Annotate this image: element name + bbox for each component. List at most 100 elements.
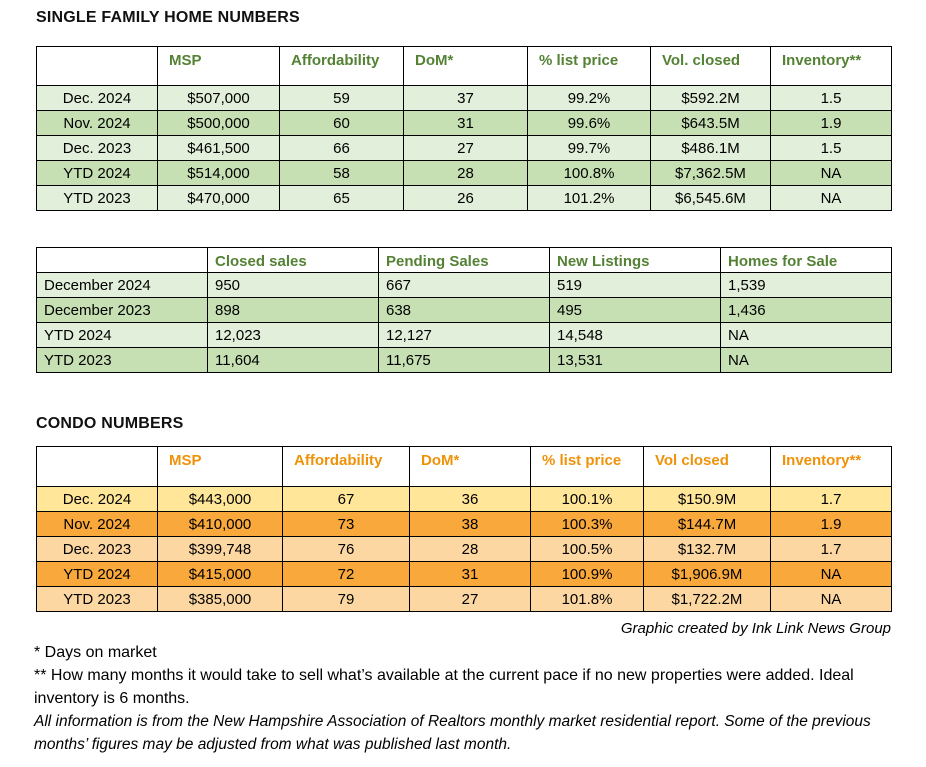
column-header: % list price [530,446,644,487]
table-cell: NA [770,185,892,211]
header-row: MSP Affordability DoM*% list price Vol clos… [36,446,892,487]
table-cell: $7,362.5M [650,160,771,186]
table-cell: 99.7% [527,135,651,161]
table-row: December 2024 950 667 519 1,539 [36,272,892,298]
table-cell: 1.5 [770,135,892,161]
table-cell: $486.1M [650,135,771,161]
source-disclaimer: All information is from the New Hampshir… [34,713,871,753]
table-cell: 100.9% [530,561,644,587]
column-header: % list price [527,46,651,86]
column-header: Inventory** [770,446,892,487]
table-cell: 60 [279,110,404,136]
footnote-days-on-market: * Days on market [34,644,157,661]
corner-empty-cell [36,247,208,273]
row-label: YTD 2023 [36,347,208,373]
table-cell: 31 [403,110,528,136]
row-label: YTD 2023 [36,185,158,211]
table-cell: $415,000 [157,561,283,587]
table-cell: 1.7 [770,536,892,562]
condo-section-title: CONDO NUMBERS [36,415,184,432]
table-cell: 519 [549,272,721,298]
table-cell: NA [770,561,892,587]
table-cell: 67 [282,486,410,512]
column-header: DoM* [409,446,531,487]
table-cell: 99.6% [527,110,651,136]
footnote-inventory-definition: ** How many months it would take to sell… [34,667,854,707]
table-cell: $144.7M [643,511,771,537]
table-cell: 76 [282,536,410,562]
table-row: Dec. 2024 $507,000 59 37 99.2% $592.2M 1.5 [36,85,892,111]
row-label: Dec. 2024 [36,85,158,111]
table-cell: $507,000 [157,85,280,111]
table-row: YTD 2023 $385,000 79 27 101.8% $1,722.2M NA [36,586,892,612]
table-cell: $592.2M [650,85,771,111]
table-cell: 1,436 [720,297,892,323]
table-row: YTD 2024 $514,000 58 28 100.8% $7,362.5M NA [36,160,892,186]
table-cell: 101.8% [530,586,644,612]
table-cell: 36 [409,486,531,512]
column-header: MSP [157,446,283,487]
table-cell: 27 [403,135,528,161]
table-cell: 13,531 [549,347,721,373]
single-family-activity-table: Closed sales Pending Sales New Listings Hom… [36,247,892,373]
table-cell: $399,748 [157,536,283,562]
table-cell: 28 [403,160,528,186]
row-label: Dec. 2023 [36,536,158,562]
table-row: YTD 2024 $415,000 72 31 100.9% $1,906.9M NA [36,561,892,587]
column-header: DoM* [403,46,528,86]
table-cell: 1.9 [770,110,892,136]
table-cell: $6,545.6M [650,185,771,211]
table-cell: 66 [279,135,404,161]
row-label: YTD 2024 [36,160,158,186]
column-header: New Listings [549,247,721,273]
table-cell: $514,000 [157,160,280,186]
table-cell: NA [770,160,892,186]
table-cell: $500,000 [157,110,280,136]
table-cell: 495 [549,297,721,323]
table-cell: $150.9M [643,486,771,512]
table-cell: 65 [279,185,404,211]
table-row: Nov. 2024 $410,000 73 38 100.3% $144.7M 1.9 [36,511,892,537]
table-cell: 638 [378,297,550,323]
column-header: Vol. closed [650,46,771,86]
table-cell: 79 [282,586,410,612]
table-cell: 14,548 [549,322,721,348]
table-row: YTD 2023 $470,000 65 26 101.2% $6,545.6M NA [36,185,892,211]
table-cell: 26 [403,185,528,211]
table-cell: $470,000 [157,185,280,211]
table-cell: 1.5 [770,85,892,111]
table-cell: 28 [409,536,531,562]
table-cell: 37 [403,85,528,111]
corner-empty-cell [36,446,158,487]
row-label: Nov. 2024 [36,110,158,136]
column-header: Inventory** [770,46,892,86]
table-row: YTD 2023 11,604 11,675 13,531 NA [36,347,892,373]
corner-empty-cell [36,46,158,86]
table-row: Nov. 2024 $500,000 60 31 99.6% $643.5M 1.9 [36,110,892,136]
condo-stats-table: MSP Affordability DoM*% list price Vol clos… [36,446,892,612]
row-label: December 2023 [36,297,208,323]
table-cell: 667 [378,272,550,298]
single-family-stats-table: MSP Affordability DoM*% list price Vol. clo… [36,46,892,211]
table-cell: 1.7 [770,486,892,512]
header-row: MSP Affordability DoM*% list price Vol. clo… [36,46,892,86]
credit-line: Graphic created by Ink Link News Group [620,620,891,637]
table-cell: 1,539 [720,272,892,298]
column-header: Affordability [279,46,404,86]
table-cell: NA [720,347,892,373]
table-row: December 2023 898 638 495 1,436 [36,297,892,323]
table-cell: 11,604 [207,347,379,373]
row-label: YTD 2023 [36,586,158,612]
table-cell: $1,906.9M [643,561,771,587]
table-cell: 101.2% [527,185,651,211]
table-row: Dec. 2024 $443,000 67 36 100.1% $150.9M 1.7 [36,486,892,512]
table-cell: 27 [409,586,531,612]
row-label: Dec. 2024 [36,486,158,512]
table-cell: 100.3% [530,511,644,537]
table-cell: 100.5% [530,536,644,562]
table-cell: 950 [207,272,379,298]
row-label: December 2024 [36,272,208,298]
table-cell: $132.7M [643,536,771,562]
table-cell: NA [720,322,892,348]
